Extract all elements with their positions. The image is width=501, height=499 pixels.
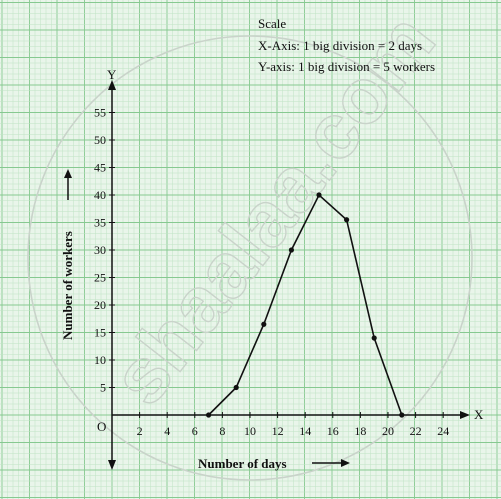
x-tick-label: 20 bbox=[382, 424, 394, 438]
scale-note-line-1: Scale bbox=[258, 16, 286, 31]
data-point bbox=[261, 321, 267, 327]
y-tick-label: 20 bbox=[94, 298, 106, 312]
scale-note: Scale X-Axis: 1 big division = 2 days Y-… bbox=[258, 16, 435, 74]
data-point bbox=[206, 412, 212, 418]
data-point bbox=[233, 384, 239, 391]
y-axis-title: Number of workers bbox=[60, 231, 75, 340]
x-tick-label: 24 bbox=[437, 424, 449, 438]
x-axis-arrow bbox=[460, 411, 470, 419]
scale-note-line-3: Y-axis: 1 big division = 5 workers bbox=[258, 59, 435, 74]
y-axis-title-arrowhead bbox=[64, 169, 72, 178]
data-series bbox=[206, 192, 405, 418]
y-tick-label: 15 bbox=[94, 326, 106, 340]
y-tick-label: 50 bbox=[94, 133, 106, 147]
x-tick-label: 6 bbox=[192, 424, 198, 438]
x-tick-label: 18 bbox=[354, 424, 366, 438]
x-tick-label: 14 bbox=[299, 424, 311, 438]
y-tick-label: 55 bbox=[94, 106, 106, 120]
x-axis-title: Number of days bbox=[198, 456, 287, 471]
x-tick-label: 10 bbox=[244, 424, 256, 438]
data-point bbox=[344, 217, 350, 223]
y-axis-arrow-up bbox=[108, 80, 116, 90]
x-tick-label: 4 bbox=[164, 424, 170, 438]
y-tick-label: 35 bbox=[94, 216, 106, 230]
data-point bbox=[399, 412, 405, 418]
x-tick-label: 8 bbox=[219, 424, 225, 438]
data-point bbox=[371, 335, 377, 341]
x-axis-letter: X bbox=[474, 407, 484, 422]
tick-labels: 2 4 6 8 10 12 14 16 18 20 22 2451015202530354045505… bbox=[94, 106, 449, 439]
x-tick-label: 16 bbox=[327, 424, 339, 438]
y-tick-label: 10 bbox=[94, 353, 106, 367]
axis-letters: Y X O bbox=[97, 67, 484, 434]
y-tick-label: 45 bbox=[94, 161, 106, 175]
y-axis-arrow-down bbox=[108, 460, 116, 470]
origin-label: O bbox=[97, 419, 106, 434]
x-tick-label: 22 bbox=[410, 424, 422, 438]
series-line bbox=[208, 193, 403, 416]
y-axis-letter: Y bbox=[107, 67, 117, 82]
y-tick-label: 25 bbox=[94, 271, 106, 285]
x-tick-label: 12 bbox=[272, 424, 284, 438]
data-point bbox=[316, 192, 322, 198]
y-tick-label: 5 bbox=[100, 381, 106, 395]
scale-note-line-2: X-Axis: 1 big division = 2 days bbox=[258, 38, 422, 53]
x-axis-title-group: Number of days bbox=[198, 456, 350, 471]
data-point bbox=[288, 247, 294, 253]
x-tick-label: 2 bbox=[137, 424, 143, 438]
y-axis-title-group: Number of workers bbox=[60, 169, 75, 340]
y-tick-label: 30 bbox=[94, 243, 106, 257]
y-tick-label: 40 bbox=[94, 188, 106, 202]
x-axis-title-arrowhead bbox=[341, 459, 350, 467]
